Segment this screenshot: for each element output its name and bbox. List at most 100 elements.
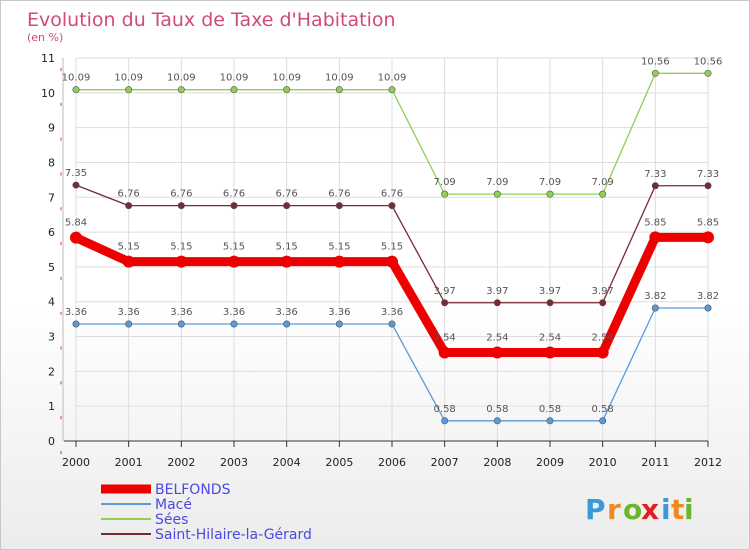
data-label: 10.09 [167,73,196,84]
legend-label: BELFONDS [155,482,231,498]
y-tick-label: 0 [48,435,55,448]
y-tick-label: 3 [48,331,55,344]
data-point [72,86,80,94]
data-point [228,255,240,268]
data-label: 2.54 [486,333,508,344]
data-point [544,346,556,359]
data-point [651,69,659,77]
data-point [388,86,396,94]
data-label: 10.09 [272,73,301,84]
data-label: 10.09 [325,73,354,84]
data-label: 10.09 [220,73,249,84]
x-tick-label: 2007 [431,456,459,469]
data-point [441,417,449,425]
data-point [596,346,609,359]
data-label: 3.82 [644,291,666,302]
legend-item: Saint-Hilaire-la-Gérard [101,527,312,543]
x-tick-label: 2005 [325,456,353,469]
data-point [177,86,185,94]
data-point [493,190,501,198]
data-point [335,86,343,94]
y-tick-label: 11 [41,52,55,65]
data-point [438,346,451,359]
y-tick-label: 8 [48,156,55,169]
data-point [175,255,188,268]
logo-letter: i [684,493,694,526]
data-label: 6.76 [276,189,298,200]
x-tick-label: 2004 [273,456,301,469]
data-label: 3.36 [223,307,245,318]
data-point [72,320,80,328]
x-tick-label: 2002 [167,456,195,469]
data-point [441,190,449,198]
data-label: 3.36 [170,307,192,318]
legend-label: Sées [155,512,188,528]
data-label: 2.54 [539,333,561,344]
data-point [335,202,343,210]
data-label: 5.85 [644,217,666,228]
data-label: 5.15 [118,242,140,253]
data-point [704,69,712,77]
data-point [125,320,133,328]
axes: 0 1 2 3 4 5 6 7 8 9 10 11 2000 2001 2002 2003 2004 2005 20… [41,52,722,469]
data-label: 7.09 [486,177,508,188]
data-point [125,86,133,94]
y-tick-label: 1 [48,400,55,413]
data-label: 7.33 [644,169,666,180]
data-label: 2.54 [434,333,456,344]
y-tick-label: 2 [48,365,55,378]
logo-letter: x [641,493,659,526]
data-point [388,202,396,210]
chart-title: Evolution du Taux de Taxe d'Habitation [27,9,396,31]
data-label: 6.76 [170,189,192,200]
data-point [704,304,712,312]
x-tick-label: 2010 [589,456,617,469]
data-point [230,202,238,210]
legend-item: BELFONDS [101,482,231,498]
data-label: 7.09 [434,177,456,188]
logo-letter: i [661,493,671,526]
data-label: 10.56 [694,56,723,67]
data-label: 0.58 [434,404,456,415]
data-label: 6.76 [381,189,403,200]
data-label: 7.09 [539,177,561,188]
data-point [177,320,185,328]
data-label: 3.97 [539,286,561,297]
data-point [702,231,714,244]
data-label: 5.15 [381,242,403,253]
x-tick-label: 2012 [694,456,722,469]
data-label: 6.76 [223,189,245,200]
data-point [386,255,398,268]
series-Sées: 10.09 10.09 10.09 10.09 10.09 10.09 10.09 7.09 7… [62,56,723,198]
data-label: 5.85 [697,217,719,228]
data-point [283,202,291,210]
data-label: 7.35 [65,168,87,179]
data-point [493,299,501,307]
data-point [283,86,291,94]
data-point [333,255,346,268]
x-tick-label: 2001 [115,456,143,469]
data-label: 5.84 [65,218,87,229]
legend-item: Macé [101,497,192,513]
data-label: 7.33 [697,169,719,180]
data-point [704,182,712,190]
data-point [388,320,396,328]
data-point [283,320,291,328]
data-label: 5.15 [328,242,350,253]
x-tick-label: 2011 [641,456,669,469]
data-point [125,202,133,210]
series-Macé: 3.36 3.36 3.36 3.36 3.36 3.36 3.36 0.58 0.58 0.58… [65,291,719,425]
data-label: 10.09 [114,73,143,84]
data-point [70,231,82,244]
data-point [599,417,607,425]
data-label: 5.15 [170,242,192,253]
data-point [493,417,501,425]
data-label: 7.09 [592,177,614,188]
y-tick-label: 7 [48,191,55,204]
logo-letter: o [623,493,642,526]
data-point [649,231,662,244]
data-point [546,417,554,425]
